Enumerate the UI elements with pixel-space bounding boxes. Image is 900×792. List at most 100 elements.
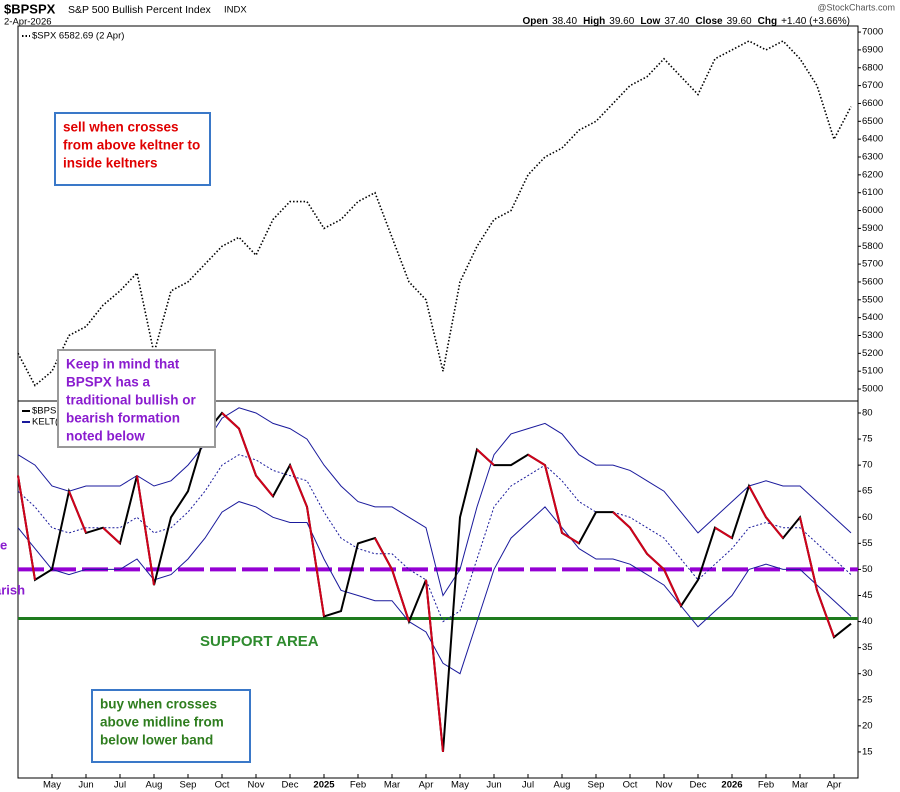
- y-tick-label: 30: [862, 668, 873, 679]
- stat-label: Chg: [758, 16, 777, 27]
- stat-label: Open: [522, 16, 548, 27]
- series-line: [17, 40, 852, 387]
- x-tick-label: Feb: [350, 780, 366, 791]
- y-tick-label: 5700: [862, 259, 883, 270]
- y-tick-label: 6000: [862, 205, 883, 216]
- y-tick-label: 5200: [862, 348, 883, 359]
- annotation-box: [91, 689, 251, 763]
- decline-segment: [306, 506, 325, 617]
- legend-label: $SPX 6582.69 (2 Apr): [32, 31, 124, 42]
- x-tick-label: Jun: [486, 780, 501, 791]
- index-name: S&P 500 Bullish Percent Index: [68, 4, 212, 16]
- stat-value: +1.40 (+3.66%): [781, 16, 850, 27]
- y-tick-label: 15: [862, 746, 873, 757]
- x-tick-label: Nov: [656, 780, 673, 791]
- y-tick-label: 20: [862, 720, 873, 731]
- decline-segment: [612, 511, 631, 529]
- annotation-text: arish: [0, 582, 25, 597]
- x-tick-label: Nov: [248, 780, 265, 791]
- date: 2-Apr-2026: [4, 17, 52, 28]
- y-tick-label: 6600: [862, 98, 883, 109]
- decline-segment: [238, 428, 257, 476]
- y-tick-label: 25: [862, 694, 873, 705]
- x-tick-label: Jul: [114, 780, 126, 791]
- y-tick-label: 7000: [862, 27, 883, 38]
- annotation-text: e: [0, 537, 7, 552]
- decline-segment: [68, 490, 87, 534]
- decline-segment: [714, 526, 733, 539]
- y-tick-label: 5500: [862, 294, 883, 305]
- decline-segment: [544, 464, 563, 534]
- decline-segment: [748, 485, 767, 518]
- decline-segment: [663, 569, 682, 607]
- symbol: $BPSPX: [4, 1, 56, 16]
- decline-segment: [765, 516, 784, 539]
- y-tick-label: 40: [862, 616, 873, 627]
- y-tick-label: 80: [862, 408, 873, 419]
- decline-segment: [646, 553, 665, 571]
- stat-label: Close: [695, 16, 723, 27]
- decline-segment: [561, 532, 580, 545]
- annotation-text: Keep in mind that: [66, 357, 180, 372]
- y-tick-label: 5800: [862, 241, 883, 252]
- x-tick-label: May: [43, 780, 61, 791]
- decline-segment: [221, 412, 240, 430]
- y-tick-label: 70: [862, 460, 873, 471]
- y-tick-label: 5900: [862, 223, 883, 234]
- decline-segment: [476, 448, 495, 466]
- x-tick-label: Jul: [522, 780, 534, 791]
- annotation-text: above midline from: [100, 715, 224, 730]
- keltner-upper: [17, 407, 852, 597]
- x-tick-label: 2025: [313, 780, 335, 791]
- y-tick-label: 60: [862, 512, 873, 523]
- stat-value: 39.60: [609, 16, 634, 27]
- stat-value: 37.40: [664, 16, 689, 27]
- x-tick-label: Mar: [792, 780, 808, 791]
- x-tick-label: May: [451, 780, 469, 791]
- x-tick-label: Aug: [554, 780, 571, 791]
- y-tick-label: 55: [862, 538, 873, 549]
- x-tick-label: Dec: [690, 780, 707, 791]
- decline-segment: [289, 464, 308, 508]
- x-tick-label: Apr: [827, 780, 842, 791]
- annotation-box: [57, 349, 216, 448]
- y-tick-label: 45: [862, 590, 873, 601]
- decline-segment: [136, 475, 155, 586]
- x-tick-label: Feb: [758, 780, 774, 791]
- y-tick-label: 50: [862, 564, 873, 575]
- annotation-text: buy when crosses: [100, 697, 217, 712]
- x-tick-label: Mar: [384, 780, 400, 791]
- y-tick-label: 75: [862, 434, 873, 445]
- decline-segment: [425, 579, 444, 753]
- credit: @StockCharts.com: [817, 2, 895, 12]
- exchange: INDX: [224, 5, 247, 16]
- stat-label: Low: [640, 16, 660, 27]
- x-tick-label: Sep: [588, 780, 605, 791]
- x-tick-label: Dec: [282, 780, 299, 791]
- keltner-lower: [17, 501, 852, 675]
- y-tick-label: 5400: [862, 312, 883, 323]
- annotation-text: traditional bullish or: [66, 393, 196, 408]
- y-tick-label: 5100: [862, 366, 883, 377]
- y-tick-label: 5000: [862, 384, 883, 395]
- legend-label: $BPSPX: [32, 406, 70, 417]
- stats: Open 38.40 High 39.60 Low 37.40 Close 39.60 Chg +…: [522, 16, 850, 27]
- annotation-text: from above keltner to: [63, 138, 200, 153]
- y-tick-label: 6300: [862, 152, 883, 163]
- y-tick-label: 35: [862, 642, 873, 653]
- x-tick-label: Sep: [180, 780, 197, 791]
- decline-segment: [255, 474, 274, 498]
- x-tick-label: Aug: [146, 780, 163, 791]
- x-tick-label: 2026: [721, 780, 742, 791]
- annotation-text: noted below: [66, 429, 145, 444]
- stat-label: High: [583, 16, 605, 27]
- annotation-box: [54, 112, 211, 186]
- keltner-middle: [17, 454, 852, 623]
- legend-label: KELT(5: [32, 417, 64, 428]
- decline-segment: [629, 527, 648, 555]
- annotation-text: below lower band: [100, 733, 213, 748]
- annotation-text: bearish formation: [66, 411, 180, 426]
- y-tick-label: 6800: [862, 62, 883, 73]
